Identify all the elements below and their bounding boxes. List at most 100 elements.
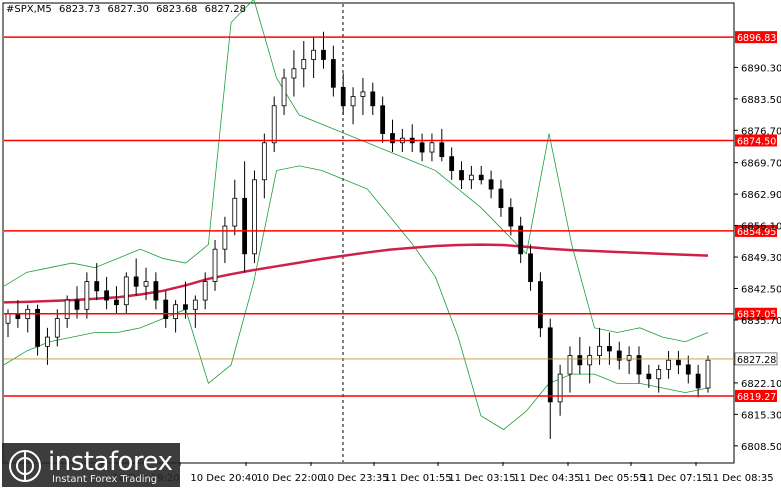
symbol-label: #SPX,M5 <box>6 4 52 15</box>
open-value: 6823.73 <box>58 4 101 15</box>
candle <box>577 337 583 375</box>
bb-lower-band <box>3 165 709 431</box>
candle <box>350 87 356 125</box>
candle <box>607 332 612 365</box>
candle <box>330 45 336 97</box>
instaforex-logo: instaforex Instant Forex Trading <box>2 443 180 487</box>
level-tag-label: 6819.27 <box>737 392 776 403</box>
x-tick-label: 10 Dec 22:00 <box>256 473 323 484</box>
high-value: 6827.30 <box>107 4 149 15</box>
candle <box>242 161 248 273</box>
candle <box>656 364 662 393</box>
level-tag <box>735 31 777 44</box>
candle <box>54 309 60 347</box>
candle <box>468 165 474 190</box>
candle <box>261 133 267 199</box>
candle <box>370 82 376 116</box>
candle <box>478 165 484 185</box>
candle <box>518 216 524 264</box>
candle <box>567 346 573 393</box>
candle <box>183 281 188 319</box>
candle <box>301 41 307 88</box>
candle <box>340 73 346 116</box>
candle <box>252 170 257 264</box>
candle <box>114 286 119 314</box>
x-tick-label: 11 Dec 01:55 <box>384 473 451 484</box>
candle <box>508 198 514 236</box>
y-tick-label: 6815.30 <box>741 410 781 421</box>
level-tag <box>735 134 777 147</box>
candle <box>202 272 208 310</box>
candle <box>380 96 386 143</box>
candle <box>419 133 425 162</box>
candle <box>459 161 464 190</box>
y-tick-label: 6849.30 <box>741 253 781 264</box>
candle <box>291 50 297 97</box>
candle <box>311 36 317 79</box>
x-tick-label: 11 Dec 05:55 <box>578 473 645 484</box>
y-tick-label: 6842.50 <box>741 285 781 296</box>
candle <box>636 346 642 384</box>
candle <box>429 133 435 162</box>
x-tick-label: 11 Dec 08:35 <box>706 473 773 484</box>
candle <box>449 147 455 180</box>
chart-header: #SPX,M5 6823.73 6827.30 6823.68 6827.28 <box>6 4 250 15</box>
candle <box>616 341 622 370</box>
candle <box>133 258 139 296</box>
close-value: 6827.28 <box>204 4 246 15</box>
y-tick-label: 6822.10 <box>741 379 781 390</box>
level-tag-label: 6896.83 <box>737 33 776 44</box>
candle <box>232 179 238 236</box>
y-tick-label: 6890.30 <box>741 63 781 74</box>
candle <box>281 68 287 116</box>
y-tick-label: 6835.70 <box>741 316 781 327</box>
logo-brand: instaforex <box>48 447 173 477</box>
x-tick-label: 11 Dec 04:35 <box>513 473 580 484</box>
x-tick-label: 10 Dec 20:40 <box>190 473 257 484</box>
level-tag-label: 6854.95 <box>737 227 776 238</box>
candle <box>646 364 652 388</box>
candle <box>557 364 563 416</box>
candle <box>173 300 179 333</box>
level-tag-label: 6837.05 <box>737 310 776 321</box>
moving-average-line <box>3 243 709 304</box>
candle <box>192 295 198 328</box>
x-tick-label: 11 Dec 07:15 <box>641 473 708 484</box>
candle <box>143 267 149 301</box>
current-price-label: 6827.28 <box>737 355 776 366</box>
y-tick-label: 6876.70 <box>741 126 781 137</box>
candle <box>64 295 70 328</box>
logo-tagline: Instant Forex Trading <box>52 474 158 485</box>
candle <box>528 244 533 291</box>
candle <box>537 272 543 338</box>
candle <box>360 78 366 116</box>
candle <box>271 96 277 153</box>
x-tick-label: 11 Dec 03:15 <box>448 473 515 484</box>
y-tick-label: 6862.90 <box>741 190 781 201</box>
x-tick-label: 10 Dec 23:35 <box>321 473 388 484</box>
candle <box>123 272 129 314</box>
candle <box>685 355 691 384</box>
candle <box>84 272 90 319</box>
y-tick-label: 6869.70 <box>741 159 781 170</box>
candle <box>676 350 681 375</box>
candle <box>153 272 159 310</box>
candle <box>587 346 593 384</box>
y-tick-label: 6883.50 <box>741 95 781 106</box>
candle <box>212 239 218 291</box>
candle <box>222 216 228 264</box>
candle <box>498 179 504 217</box>
current-price-tag <box>734 352 778 366</box>
candle <box>321 31 326 69</box>
candle <box>104 276 109 310</box>
candle <box>163 290 169 328</box>
candle <box>626 346 632 375</box>
y-tick-label: 6856.10 <box>741 222 781 233</box>
level-tag <box>735 307 777 320</box>
candle <box>488 170 494 199</box>
level-tag <box>735 389 777 402</box>
candle <box>439 128 445 162</box>
candle <box>705 355 711 393</box>
candle <box>666 350 671 379</box>
